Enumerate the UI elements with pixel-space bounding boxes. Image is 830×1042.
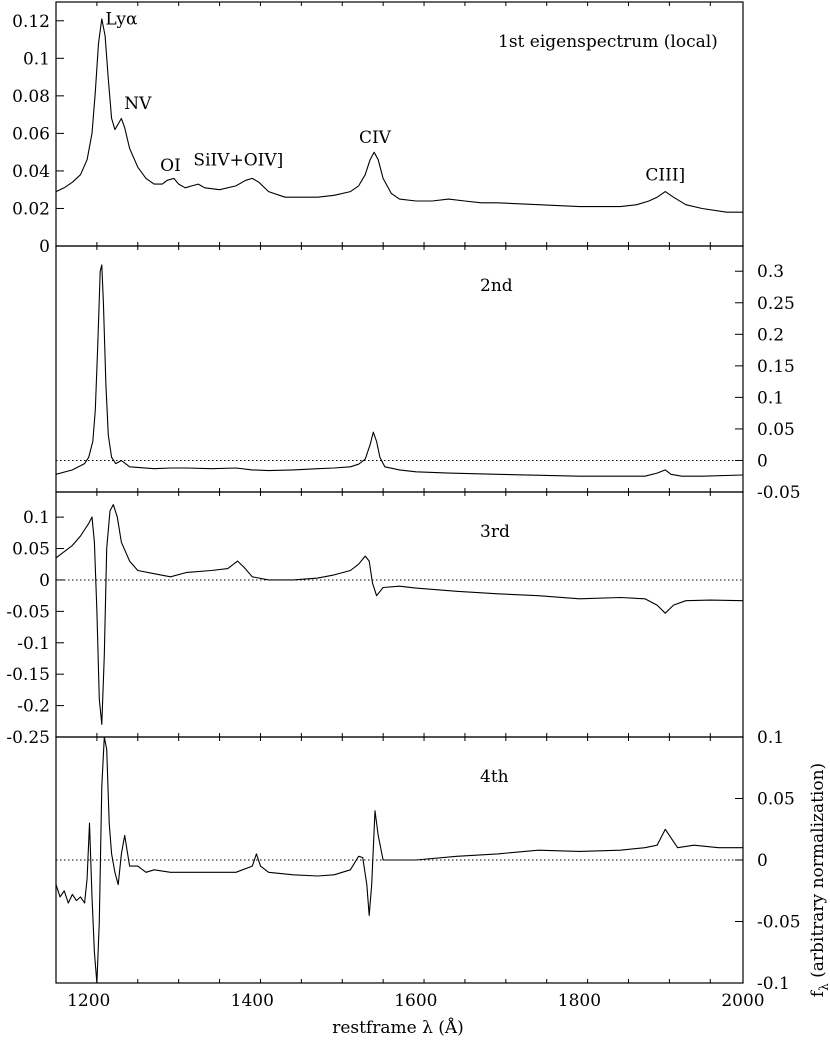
panel-frame [55, 245, 744, 493]
y-tick-label: 0.15 [757, 357, 795, 377]
y-axis-label-main: f [808, 989, 828, 997]
y-tick-label: 0.04 [12, 162, 50, 182]
y-tick-label: 0.05 [12, 540, 50, 560]
x-tick-label: 1400 [231, 991, 274, 1011]
y-tick-label: -0.1 [757, 974, 790, 994]
x-tick-label: 1600 [394, 991, 437, 1011]
y-tick-label: 0.12 [12, 12, 50, 32]
panel-label: 3rd [480, 522, 510, 542]
y-tick-label: 0 [757, 451, 768, 471]
series-line [56, 737, 743, 983]
x-axis: 1200 1400 1600 1800 2000 [67, 991, 765, 1011]
y-tick-label: 0.1 [23, 49, 50, 69]
series-line [56, 18, 743, 213]
panel-frame [55, 491, 744, 738]
y-tick-label: 0.1 [23, 508, 50, 528]
y-tick-label: 0.2 [757, 325, 784, 345]
y-tick-label: 0 [39, 571, 50, 591]
series-line [56, 504, 743, 725]
panel-1: 0 0.02 0.04 0.06 0.08 0.1 0.12 1st eigenspectru… [12, 1, 744, 257]
y-tick-label: -0.05 [6, 602, 50, 622]
y-tick-label: -0.05 [757, 913, 801, 933]
y-tick-label: -0.05 [757, 483, 801, 503]
y-tick-label: 0 [757, 851, 768, 871]
line-annotation: SiIV+OIV] [193, 150, 283, 170]
x-tick-label: 1800 [558, 991, 601, 1011]
y-axis-label: fλ (arbitrary normalization) [808, 763, 830, 997]
panel-2: -0.05 0 0.05 0.1 0.15 0.2 0.25 0.3 2nd [55, 245, 801, 503]
panel-label: 2nd [480, 276, 513, 296]
y-tick-label: 0.25 [757, 294, 795, 314]
y-tick-label: 0 [39, 237, 50, 257]
y-tick-label: 0.02 [12, 199, 50, 219]
y-tick-label: 0.1 [757, 728, 784, 748]
y-tick-label: -0.1 [17, 634, 50, 654]
y-tick-label: 0.1 [757, 388, 784, 408]
y-tick-label: -0.15 [6, 665, 50, 685]
panel-4: -0.1 -0.05 0 0.05 0.1 4th [55, 728, 801, 994]
y-tick-label: -0.25 [6, 728, 50, 748]
y-axis-label-suffix: (arbitrary normalization) [808, 763, 828, 983]
x-axis-label: restframe λ (Å) [332, 1017, 464, 1038]
x-tick-label: 2000 [721, 991, 764, 1011]
panel-label: 4th [480, 767, 509, 787]
y-axis-label-subscript: λ [817, 983, 830, 991]
series-line [56, 264, 743, 477]
y-tick-label: 0.05 [757, 420, 795, 440]
panel-label: 1st eigenspectrum (local) [498, 32, 718, 52]
line-annotation: NV [124, 94, 152, 114]
line-annotation: CIV [359, 128, 392, 148]
y-tick-label: 0.06 [12, 124, 50, 144]
y-tick-label: 0.3 [757, 262, 784, 282]
line-annotation: CIII] [645, 165, 685, 185]
y-tick-label: 0.05 [757, 790, 795, 810]
x-tick-label: 1200 [67, 991, 110, 1011]
y-tick-label: -0.2 [17, 697, 50, 717]
panel-3: -0.25 -0.2 -0.15 -0.1 -0.05 0 0.05 0.1 3rd [6, 491, 744, 748]
line-annotation: OI [160, 156, 181, 176]
line-annotation: Lyα [105, 10, 138, 30]
y-tick-label: 0.08 [12, 87, 50, 107]
chart-panels: 0 0.02 0.04 0.06 0.08 0.1 0.12 1st eigenspectru… [6, 1, 801, 994]
